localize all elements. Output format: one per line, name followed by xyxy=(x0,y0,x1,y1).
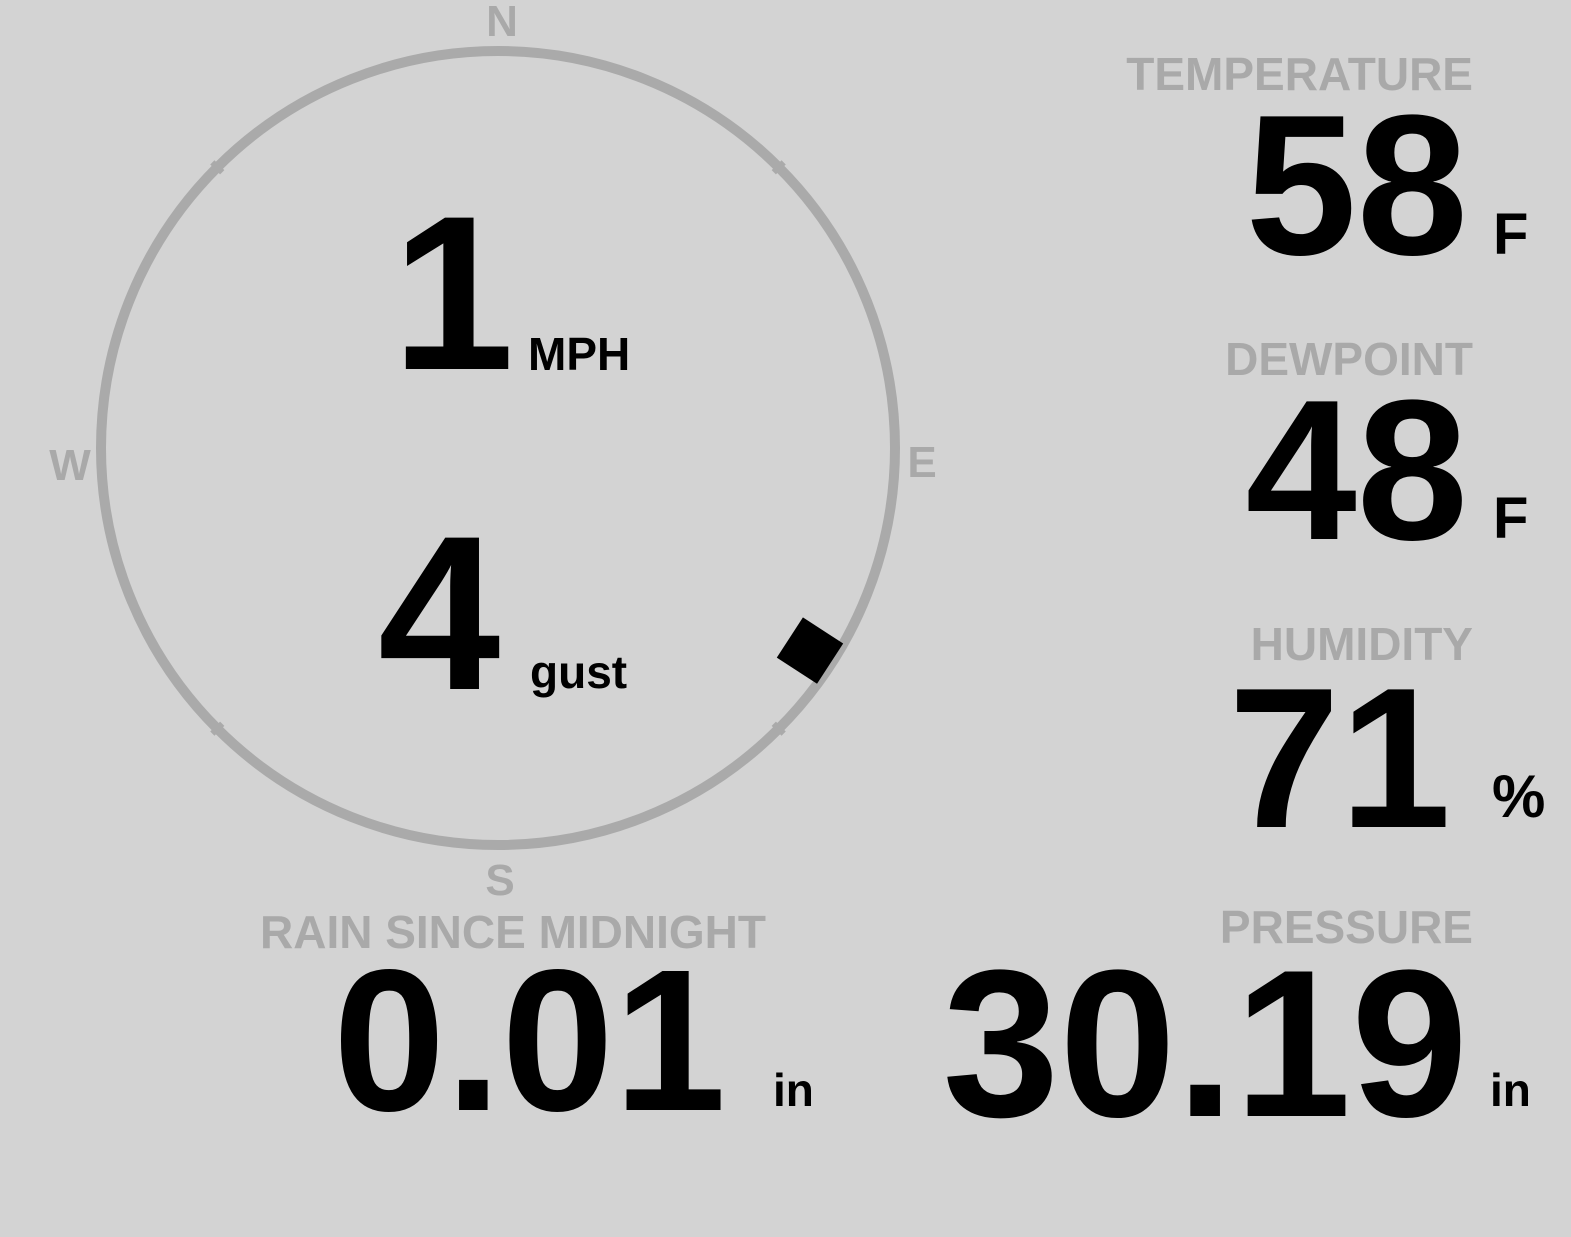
pressure-unit: in xyxy=(1490,1064,1531,1116)
compass-tick xyxy=(771,160,786,175)
wind-gust-value: 4 xyxy=(378,490,501,736)
compass-west: W xyxy=(49,441,91,490)
compass-tick xyxy=(210,721,225,736)
rain-label: RAIN SINCE MIDNIGHT xyxy=(260,906,766,958)
compass-south: S xyxy=(485,856,515,905)
wind-direction-marker xyxy=(776,617,844,684)
dewpoint-label: DEWPOINT xyxy=(1225,333,1473,385)
wind-speed-value: 1 xyxy=(392,170,515,416)
humidity-unit: % xyxy=(1492,763,1546,830)
compass-tick xyxy=(771,721,786,736)
humidity-value: 71 xyxy=(1228,647,1451,870)
compass-ring xyxy=(96,46,900,850)
wind-gust-unit: gust xyxy=(530,646,628,698)
dewpoint-value: 48 xyxy=(1245,359,1468,582)
pressure-value: 30.19 xyxy=(942,926,1468,1161)
compass-north: N xyxy=(486,0,518,46)
compass-east: E xyxy=(907,438,937,487)
rain-value: 0.01 xyxy=(333,927,727,1153)
temperature-value: 58 xyxy=(1245,74,1468,297)
dewpoint-unit: F xyxy=(1493,486,1529,551)
compass-tick xyxy=(210,160,225,175)
rain-unit: in xyxy=(773,1064,814,1116)
temperature-label: TEMPERATURE xyxy=(1126,48,1473,100)
humidity-label: HUMIDITY xyxy=(1250,618,1473,670)
temperature-unit: F xyxy=(1493,202,1529,267)
wind-speed-unit: MPH xyxy=(528,328,631,380)
pressure-label: PRESSURE xyxy=(1219,901,1473,953)
